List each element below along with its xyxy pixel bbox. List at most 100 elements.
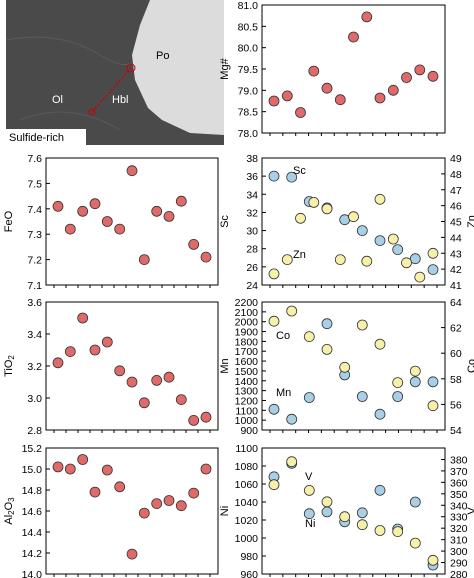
y2-tick-label: 41 bbox=[450, 280, 462, 292]
y-tick-label: 14.4 bbox=[22, 527, 43, 539]
y2-axis-label: Zn bbox=[466, 215, 474, 228]
y2-tick-label: 56 bbox=[450, 399, 462, 411]
series-label-v: V bbox=[305, 471, 313, 483]
y-axis-label: Mn bbox=[219, 358, 231, 373]
y2-tick-label: 45 bbox=[450, 217, 462, 229]
data-point bbox=[268, 95, 280, 107]
data-point bbox=[52, 461, 64, 473]
plot-frame bbox=[45, 301, 219, 431]
data-point bbox=[163, 210, 175, 222]
data-point bbox=[339, 511, 351, 523]
data-point bbox=[295, 107, 306, 118]
y2-tick-label: 280 bbox=[450, 569, 468, 578]
label-hbl: Hbl bbox=[112, 94, 129, 106]
data-point bbox=[188, 238, 200, 250]
trace-line bbox=[91, 67, 132, 113]
data-point bbox=[77, 205, 89, 217]
y2-tick-label: 370 bbox=[450, 466, 468, 478]
y2-tick-label: 300 bbox=[450, 546, 468, 558]
data-point bbox=[200, 463, 212, 475]
y-tick-label: 2200 bbox=[235, 297, 259, 309]
y-tick-label: 3.4 bbox=[27, 329, 42, 341]
y-tick-label: 7.1 bbox=[27, 280, 42, 292]
y2-tick-label: 42 bbox=[450, 264, 462, 276]
data-point bbox=[268, 315, 280, 327]
label-ol: Ol bbox=[52, 94, 63, 106]
data-point bbox=[286, 305, 298, 317]
y2-tick-label: 320 bbox=[450, 523, 468, 535]
y-tick-label: 900 bbox=[240, 425, 258, 437]
data-point bbox=[427, 264, 439, 276]
data-point bbox=[200, 251, 212, 263]
data-point bbox=[308, 65, 320, 77]
y-tick-label: 79.5 bbox=[238, 64, 259, 76]
data-point bbox=[268, 479, 280, 491]
y-tick-label: 14.6 bbox=[22, 506, 43, 518]
data-point bbox=[392, 526, 404, 537]
data-point bbox=[321, 506, 333, 518]
series-label-sc: Sc bbox=[293, 165, 306, 177]
data-point bbox=[334, 94, 346, 106]
y-tick-label: 14.0 bbox=[22, 569, 43, 578]
data-point bbox=[409, 365, 421, 377]
series-label-mn: Mn bbox=[276, 387, 291, 399]
y-tick-label: 3.2 bbox=[27, 361, 42, 373]
data-point bbox=[348, 211, 359, 223]
y2-tick-label: 60 bbox=[450, 348, 462, 360]
y-tick-label: 1100 bbox=[235, 443, 258, 455]
y2-tick-label: 290 bbox=[450, 558, 468, 570]
data-point bbox=[303, 392, 315, 403]
y-tick-label: 980 bbox=[240, 551, 258, 563]
data-point bbox=[321, 496, 333, 508]
data-point bbox=[427, 70, 439, 82]
plot-frame bbox=[261, 301, 446, 431]
y-axis-label: Sc bbox=[219, 215, 231, 228]
y2-tick-label: 48 bbox=[450, 169, 462, 181]
y-tick-label: 15.0 bbox=[22, 464, 43, 476]
data-point bbox=[427, 400, 439, 412]
y-tick-label: 1080 bbox=[235, 461, 259, 473]
micrograph-caption: Sulfide-rich bbox=[9, 132, 64, 144]
y2-tick-label: 310 bbox=[450, 535, 468, 547]
chart-mnco: 9001000110012001300140015001600170018001… bbox=[219, 297, 474, 437]
y-tick-label: 7.5 bbox=[27, 178, 42, 190]
chart-tio2: 2.8 3.0 3.2 3.4 3.6 TiO2 bbox=[3, 297, 219, 437]
data-point bbox=[387, 84, 399, 96]
y-tick-label: 3.0 bbox=[27, 393, 42, 405]
data-point bbox=[356, 391, 368, 402]
data-point bbox=[414, 64, 426, 76]
y-tick-label: 1800 bbox=[235, 336, 259, 348]
data-point bbox=[321, 318, 333, 330]
data-point bbox=[200, 411, 212, 423]
data-point bbox=[138, 397, 150, 409]
chart-al2o3: 14.0 14.2 14.4 14.6 14.8 15.0 15.2 Al2O3 bbox=[3, 443, 219, 578]
data-point bbox=[151, 205, 163, 217]
y-tick-label: 2000 bbox=[235, 317, 259, 329]
y-axis-label: TiO2 bbox=[3, 355, 16, 377]
y2-tick-label: 47 bbox=[450, 185, 462, 197]
y-tick-label: 38 bbox=[246, 153, 258, 165]
data-point bbox=[356, 519, 368, 531]
y2-tick-label: 330 bbox=[450, 512, 468, 524]
y-tick-label: 1700 bbox=[235, 346, 259, 358]
data-point bbox=[126, 165, 138, 177]
data-point bbox=[303, 508, 315, 520]
y2-tick-label: 360 bbox=[450, 477, 468, 489]
data-point bbox=[89, 486, 101, 498]
data-point bbox=[374, 193, 386, 205]
y-tick-label: 1900 bbox=[235, 327, 259, 339]
y2-axis-label: Co bbox=[466, 359, 474, 373]
data-point bbox=[374, 235, 386, 247]
data-point bbox=[77, 312, 89, 324]
data-point bbox=[101, 216, 113, 227]
data-point bbox=[392, 377, 404, 389]
y-tick-label: 1400 bbox=[235, 376, 259, 388]
data-point bbox=[374, 338, 386, 350]
y-tick-label: 24 bbox=[246, 280, 258, 292]
data-point bbox=[151, 374, 163, 386]
data-point bbox=[414, 271, 426, 283]
data-point bbox=[64, 223, 76, 235]
y2-tick-label: 64 bbox=[450, 297, 462, 309]
y-tick-label: 3.6 bbox=[27, 297, 42, 309]
y-tick-label: 14.8 bbox=[22, 485, 43, 497]
